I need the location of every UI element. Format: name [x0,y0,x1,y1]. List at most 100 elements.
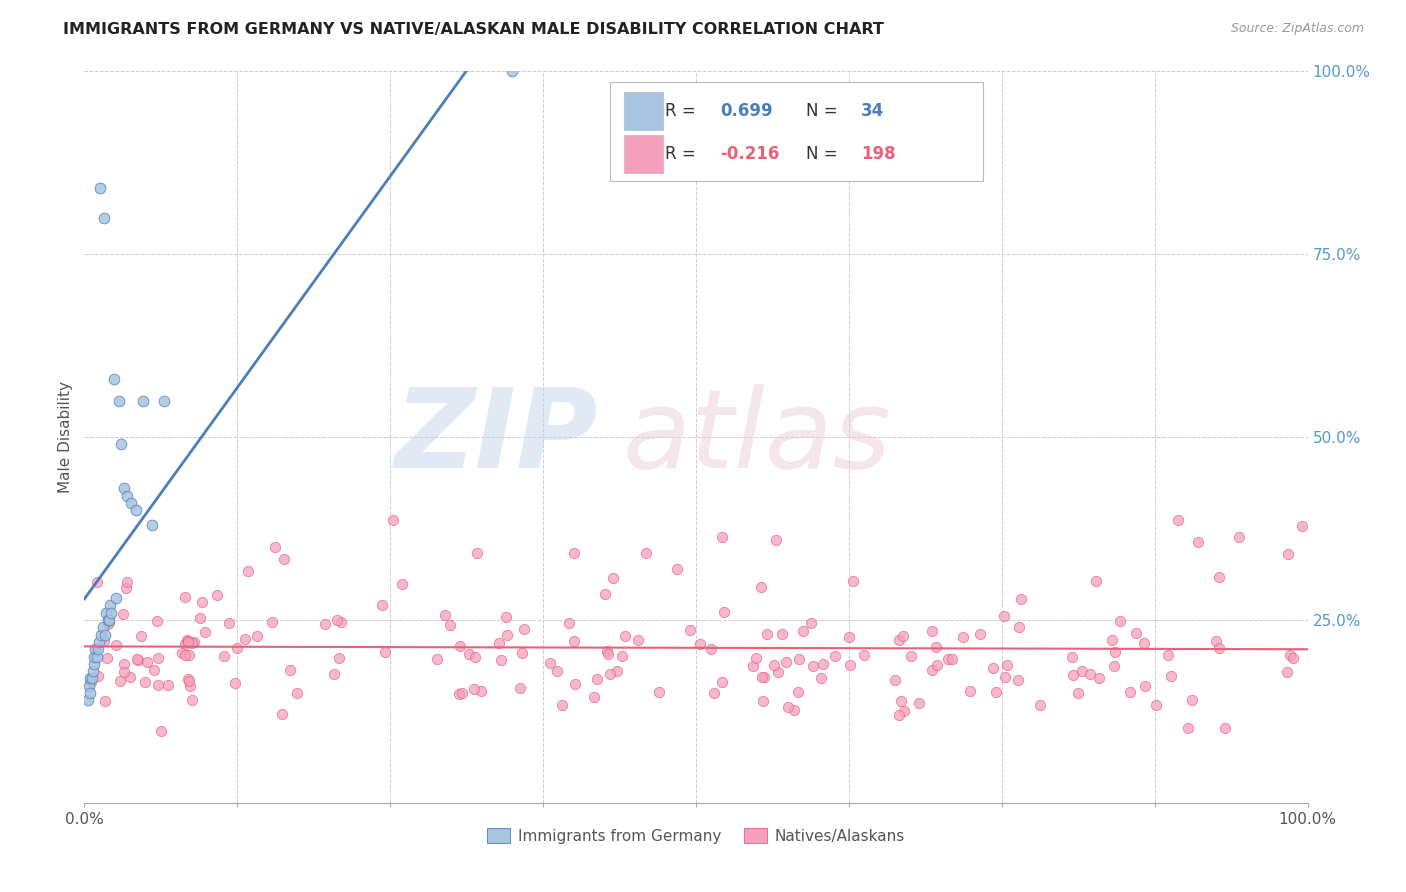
Point [1133,636,1156,650]
Point [153,393,176,408]
Point [107,393,129,408]
Point [509,681,531,695]
Point [751,694,773,708]
Text: Source: ZipAtlas.com: Source: ZipAtlas.com [1230,22,1364,36]
Point [371,598,394,612]
Point [1070,665,1092,679]
Point [141,517,163,532]
Point [585,672,607,686]
Point [180,636,202,650]
Point [1007,673,1029,687]
Point [596,644,619,658]
Point [699,642,721,657]
Point [900,648,922,663]
Point [93,633,115,648]
Point [1167,513,1189,527]
Text: 34: 34 [860,102,884,120]
Point [745,651,768,665]
Point [510,646,533,660]
Point [986,685,1008,699]
Point [77,693,100,707]
Point [852,648,875,662]
Point [280,663,302,677]
Point [842,574,865,589]
Point [87,635,110,649]
Text: N =: N = [806,102,838,120]
Point [824,649,846,664]
Point [326,613,349,627]
Point [1282,651,1305,665]
Point [218,615,240,630]
Text: R =: R = [665,145,696,163]
Point [908,697,931,711]
Point [447,687,470,701]
Point [1088,671,1111,685]
Point [146,615,169,629]
Point [562,545,585,559]
Point [1205,633,1227,648]
Point [839,657,862,672]
Point [120,496,142,510]
Point [110,437,132,451]
Point [1208,569,1230,583]
Point [1084,574,1107,589]
Point [111,607,134,622]
Point [703,686,725,700]
Point [634,545,657,559]
Point [1109,615,1132,629]
Point [90,627,112,641]
Point [100,606,122,620]
Point [149,723,172,738]
Point [87,642,110,657]
Point [1029,698,1052,713]
Point [96,651,118,665]
Point [115,489,138,503]
Point [426,652,449,666]
Point [450,686,472,700]
Point [136,655,159,669]
Point [79,674,101,689]
Point [190,611,212,625]
Point [94,693,117,707]
Point [176,632,198,647]
Point [97,613,120,627]
Point [224,676,246,690]
Point [762,658,785,673]
Point [93,211,115,225]
Point [513,622,536,636]
Point [1277,665,1299,679]
Point [994,670,1017,684]
Point [1291,518,1313,533]
Point [887,708,910,723]
Point [77,679,100,693]
Point [79,686,101,700]
Point [127,652,149,666]
Point [179,648,201,662]
Point [1067,685,1090,699]
Point [179,680,201,694]
Point [194,624,217,639]
Point [927,657,949,672]
Point [893,704,915,718]
Point [710,530,733,544]
Point [1101,633,1123,648]
Point [98,599,121,613]
Point [112,657,135,671]
Point [191,595,214,609]
Point [775,655,797,669]
Point [749,580,772,594]
Point [86,649,108,664]
Y-axis label: Male Disability: Male Disability [58,381,73,493]
Point [800,615,823,630]
Point [97,617,120,632]
Point [86,574,108,589]
Point [457,647,479,661]
Point [391,577,413,591]
Point [132,393,155,408]
Point [125,503,148,517]
Point [117,574,139,589]
Point [233,632,256,647]
Point [177,633,200,648]
Point [810,671,832,685]
Point [134,675,156,690]
